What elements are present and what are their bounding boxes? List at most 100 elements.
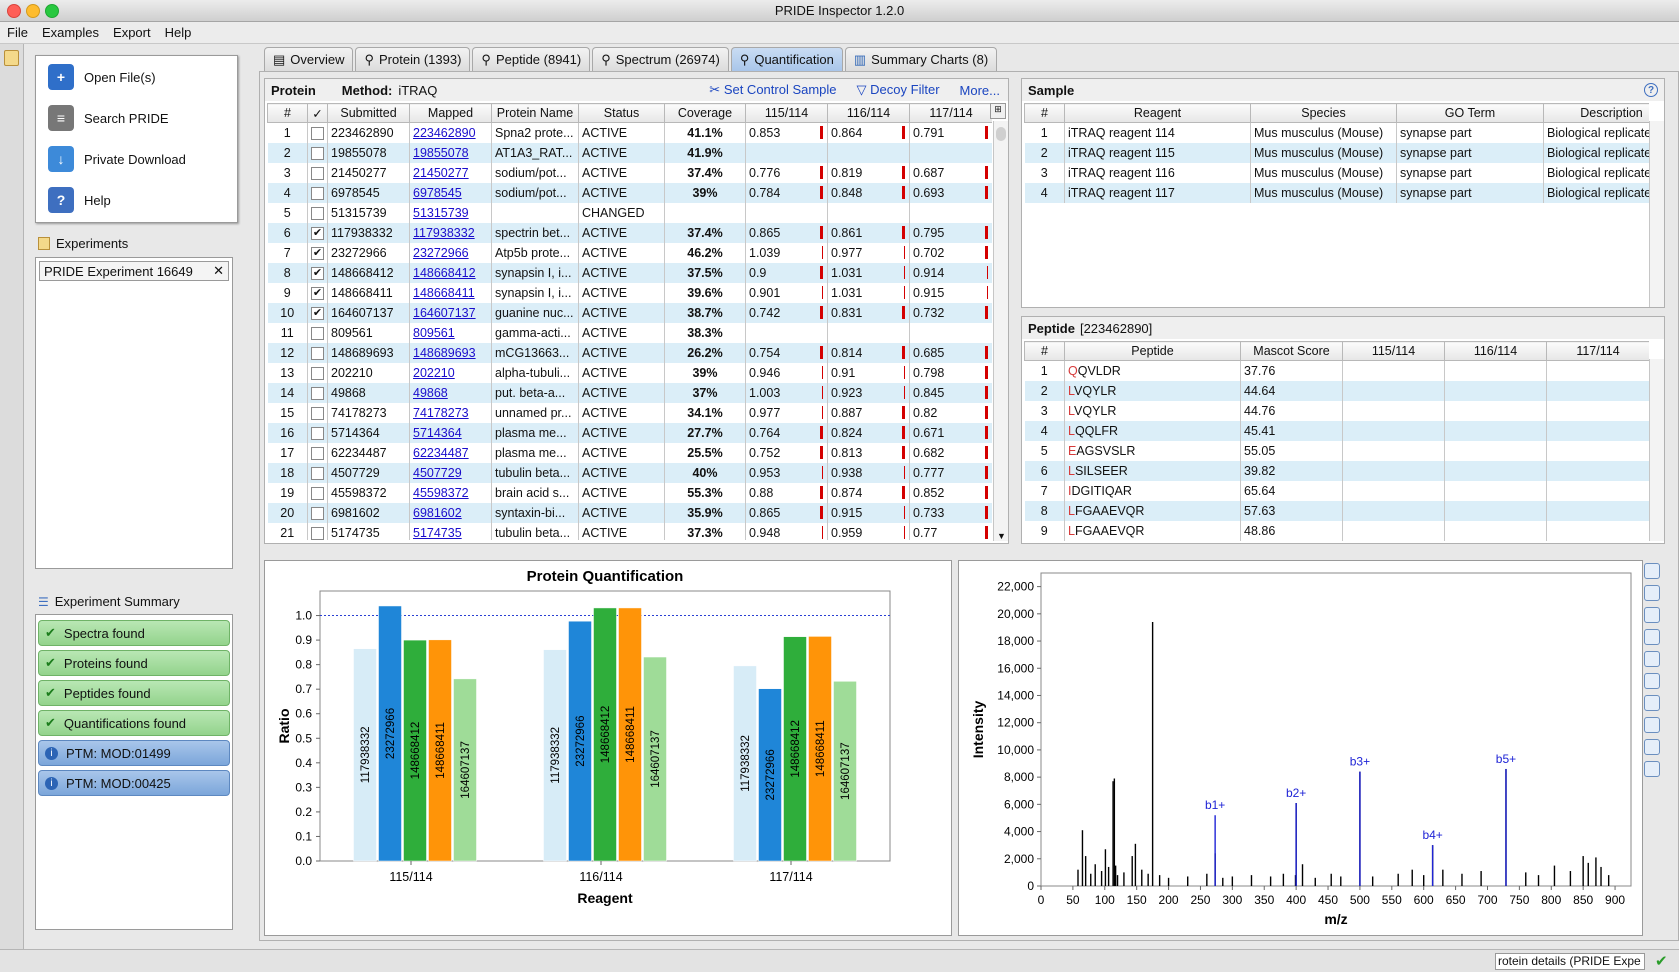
help-icon[interactable] [1644, 761, 1660, 777]
mapped-accession-link[interactable]: 809561 [413, 325, 455, 340]
mapped-accession-link[interactable]: 6981602 [413, 505, 462, 520]
mapped-accession-link[interactable]: 148668412 [413, 265, 476, 280]
row-checkbox[interactable]: ✔ [311, 286, 324, 300]
table-row[interactable]: 3 LVQYLR 44.76 [1024, 400, 1649, 421]
bar[interactable] [453, 678, 477, 862]
column-header[interactable]: # [1024, 103, 1065, 123]
table-cell[interactable]: 164607137 [409, 302, 492, 323]
column-header[interactable]: 115/114 [1342, 341, 1445, 361]
open-files-button[interactable]: + Open File(s) [48, 61, 156, 93]
scroll-thumb[interactable] [996, 127, 1006, 141]
sample-table-scrollbar[interactable] [1649, 121, 1664, 307]
bar[interactable] [593, 607, 617, 862]
row-checkbox[interactable]: ✔ [311, 306, 324, 320]
help-icon[interactable]: ? [1644, 83, 1658, 97]
mapped-accession-link[interactable]: 117938332 [413, 225, 475, 240]
column-header[interactable]: Status [578, 103, 665, 123]
table-cell[interactable]: ✔ [307, 262, 328, 283]
row-checkbox[interactable] [311, 406, 324, 420]
column-header[interactable]: # [267, 103, 308, 123]
table-row[interactable]: 5 51315739 51315739 CHANGED [267, 202, 992, 223]
table-row[interactable]: 12 148689693 148689693 mCG13663... ACTIVE 26.… [267, 342, 992, 363]
row-checkbox[interactable] [311, 386, 324, 400]
bar[interactable] [783, 636, 807, 862]
menu-help[interactable]: Help [164, 25, 192, 40]
protein-table-scrollbar[interactable]: ▼ [993, 121, 1008, 541]
table-row[interactable]: 2 iTRAQ reagent 115 Mus musculus (Mouse) sy… [1024, 142, 1649, 163]
table-cell[interactable]: 202210 [409, 362, 492, 383]
mapped-accession-link[interactable]: 223462890 [413, 125, 476, 140]
eraser-icon[interactable] [1644, 673, 1660, 689]
search-pride-button[interactable]: ≡ Search PRIDE [48, 102, 169, 134]
row-checkbox[interactable] [311, 186, 324, 200]
row-checkbox[interactable]: ✔ [311, 246, 324, 260]
row-checkbox[interactable] [311, 446, 324, 460]
table-row[interactable]: 4 6978545 6978545 sodium/pot... ACTIVE 39% 0.7… [267, 182, 992, 203]
column-header[interactable]: GO Term [1396, 103, 1544, 123]
table-cell[interactable]: 49868 [409, 382, 492, 403]
mapped-accession-link[interactable]: 6978545 [413, 185, 462, 200]
table-cell[interactable]: ✔ [307, 222, 328, 243]
row-checkbox[interactable] [311, 326, 324, 340]
export-icon[interactable] [1644, 607, 1660, 623]
table-row[interactable]: 2 LVQYLR 44.64 [1024, 380, 1649, 401]
table-cell[interactable] [307, 402, 328, 423]
table-cell[interactable] [307, 502, 328, 523]
row-checkbox[interactable] [311, 466, 324, 480]
column-header[interactable]: Reagent [1064, 103, 1251, 123]
peptides-found-item[interactable]: ✔ Peptides found [38, 680, 230, 706]
column-header[interactable]: Coverage [664, 103, 746, 123]
table-cell[interactable]: 6978545 [409, 182, 492, 203]
save-icon[interactable] [1644, 563, 1660, 579]
table-row[interactable]: 8 ✔ 148668412 148668412 synapsin I, i... ACTI… [267, 262, 992, 283]
table-row[interactable]: 2 19855078 19855078 AT1A3_RAT... ACTIVE 41.9% [267, 142, 992, 163]
menu-examples[interactable]: Examples [41, 25, 100, 40]
table-cell[interactable]: 23272966 [409, 242, 492, 263]
tab-spectrum[interactable]: ⚲ Spectrum (26974) [592, 47, 729, 71]
bar[interactable] [808, 636, 832, 862]
row-checkbox[interactable] [311, 166, 324, 180]
column-header[interactable]: 115/114 [745, 103, 828, 123]
menu-export[interactable]: Export [113, 25, 151, 40]
column-control-icon[interactable]: ⊞ [990, 103, 1006, 119]
mapped-accession-link[interactable]: 45598372 [413, 485, 469, 500]
table-row[interactable]: 9 LFGAAEVQR 48.86 [1024, 520, 1649, 541]
table-row[interactable]: 3 21450277 21450277 sodium/pot... ACTIVE 37.4… [267, 162, 992, 183]
table-row[interactable]: 4 LQQLFR 45.41 [1024, 420, 1649, 441]
bar[interactable] [733, 665, 757, 862]
table-cell[interactable] [307, 182, 328, 203]
tab-summary-charts[interactable]: ▥ Summary Charts (8) [844, 47, 998, 71]
peptide-table-scrollbar[interactable] [1649, 359, 1664, 541]
decoy-filter-button[interactable]: ▽ Decoy Filter [856, 82, 940, 97]
peak-list-icon[interactable] [1644, 695, 1660, 711]
table-cell[interactable]: 148668412 [409, 262, 492, 283]
table-cell[interactable] [307, 362, 328, 383]
table-cell[interactable]: 5714364 [409, 422, 492, 443]
column-header[interactable]: # [1024, 341, 1065, 361]
zoom-icon[interactable] [1644, 651, 1660, 667]
table-row[interactable]: 7 IDGITIQAR 65.64 [1024, 480, 1649, 501]
table-cell[interactable]: 51315739 [409, 202, 492, 223]
table-row[interactable]: 5 EAGSVSLR 55.05 [1024, 440, 1649, 461]
spectra-found-item[interactable]: ✔ Spectra found [38, 620, 230, 646]
column-header[interactable]: Species [1250, 103, 1397, 123]
table-cell[interactable] [307, 522, 328, 540]
column-header[interactable]: Mapped [409, 103, 492, 123]
table-row[interactable]: 13 202210 202210 alpha-tubuli... ACTIVE 39% 0.… [267, 362, 992, 383]
row-checkbox[interactable] [311, 506, 324, 520]
bar[interactable] [618, 607, 642, 862]
mapped-accession-link[interactable]: 148689693 [413, 345, 476, 360]
table-row[interactable]: 15 74178273 74178273 unnamed pr... ACTIVE 34.… [267, 402, 992, 423]
tab-quantification[interactable]: ⚲ Quantification [730, 47, 843, 71]
mapped-accession-link[interactable]: 19855078 [413, 145, 469, 160]
column-header[interactable]: Peptide [1064, 341, 1241, 361]
table-row[interactable]: 14 49868 49868 put. beta-a... ACTIVE 37% 1.003… [267, 382, 992, 403]
row-checkbox[interactable]: ✔ [311, 226, 324, 240]
column-header[interactable]: 116/114 [1444, 341, 1547, 361]
table-cell[interactable]: 21450277 [409, 162, 492, 183]
column-header[interactable]: 117/114 [1546, 341, 1649, 361]
table-row[interactable]: 1 QQVLDR 37.76 [1024, 360, 1649, 381]
table-cell[interactable] [307, 442, 328, 463]
table-cell[interactable]: 74178273 [409, 402, 492, 423]
column-header[interactable]: 116/114 [827, 103, 910, 123]
